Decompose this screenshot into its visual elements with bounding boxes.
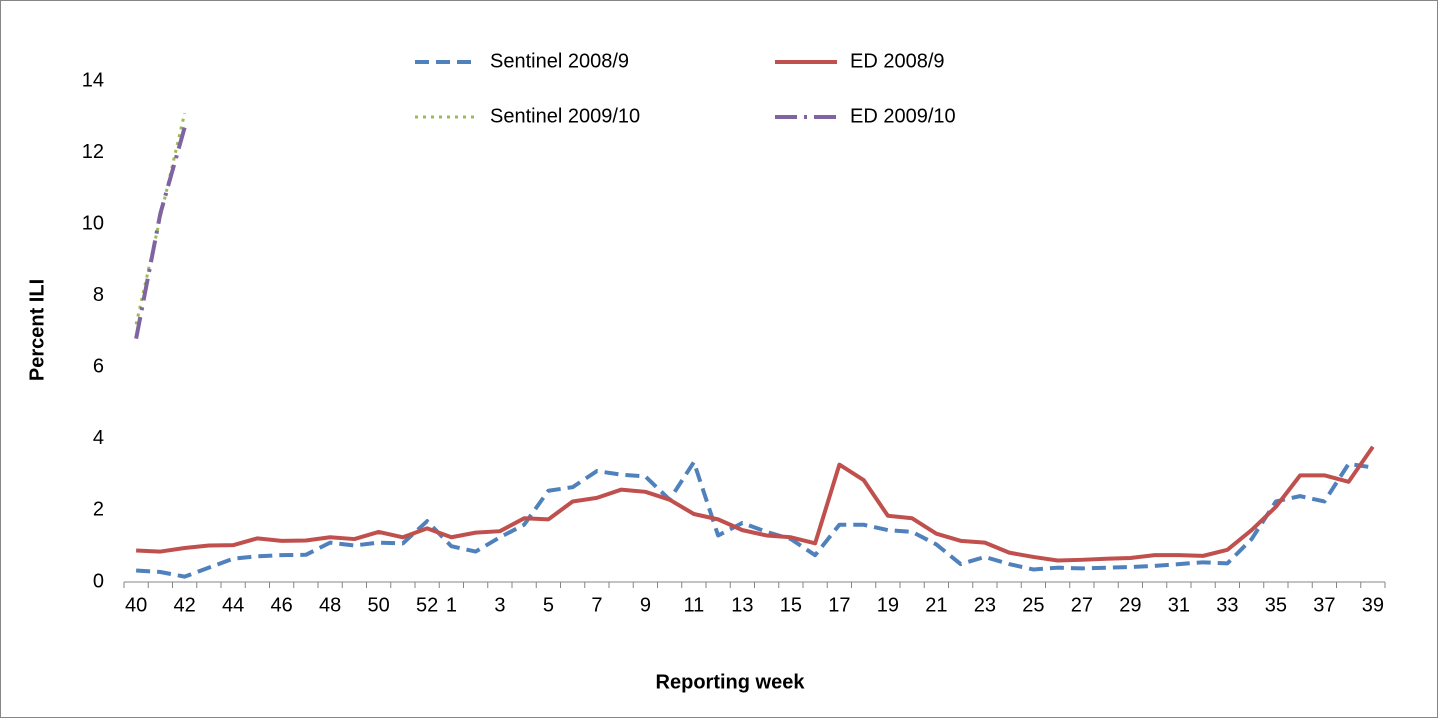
- x-tick-label: 42: [174, 594, 196, 616]
- x-tick-label: 40: [125, 594, 147, 616]
- x-tick-label: 29: [1119, 594, 1141, 616]
- x-tick-label: 37: [1313, 594, 1335, 616]
- x-tick-label: 5: [543, 594, 554, 616]
- y-tick-label: 14: [82, 69, 104, 91]
- y-tick-label: 2: [93, 499, 104, 521]
- x-tick-label: 31: [1168, 594, 1190, 616]
- x-tick-label: 15: [780, 594, 802, 616]
- y-tick-label: 10: [82, 212, 104, 234]
- y-tick-label: 8: [93, 284, 104, 306]
- x-tick-label: 48: [319, 594, 341, 616]
- x-tick-label: 25: [1022, 594, 1044, 616]
- x-tick-label: 13: [731, 594, 753, 616]
- x-tick-label: 3: [494, 594, 505, 616]
- x-tick-label: 9: [640, 594, 651, 616]
- x-tick-label: 21: [925, 594, 947, 616]
- legend-label: Sentinel 2008/9: [490, 50, 629, 72]
- x-tick-label: 11: [683, 594, 704, 616]
- series-line: [134, 126, 187, 340]
- x-tick-label: 17: [828, 594, 850, 616]
- series-line: [136, 460, 1374, 579]
- x-tick-label: 27: [1071, 594, 1093, 616]
- x-tick-label: 52: [416, 594, 438, 616]
- x-tick-label: 23: [974, 594, 996, 616]
- series-line: [136, 445, 1375, 563]
- x-tick-label: 39: [1362, 594, 1384, 616]
- x-tick-label: 19: [877, 594, 899, 616]
- x-tick-label: 50: [368, 594, 390, 616]
- y-tick-label: 0: [93, 570, 104, 592]
- y-axis-label: Percent ILI: [26, 279, 48, 381]
- x-tick-label: 44: [222, 594, 244, 616]
- x-tick-label: 33: [1216, 594, 1238, 616]
- x-tick-label: 1: [446, 594, 457, 616]
- legend-label: ED 2008/9: [850, 50, 945, 72]
- y-tick-label: 12: [82, 141, 104, 163]
- legend-label: ED 2009/10: [850, 105, 956, 127]
- y-tick-label: 6: [93, 356, 104, 378]
- legend-label: Sentinel 2009/10: [490, 105, 640, 127]
- y-tick-label: 4: [93, 427, 104, 449]
- x-tick-label: 46: [271, 594, 293, 616]
- x-tick-label: 35: [1265, 594, 1287, 616]
- x-axis-label: Reporting week: [656, 671, 806, 693]
- x-tick-label: 7: [591, 594, 602, 616]
